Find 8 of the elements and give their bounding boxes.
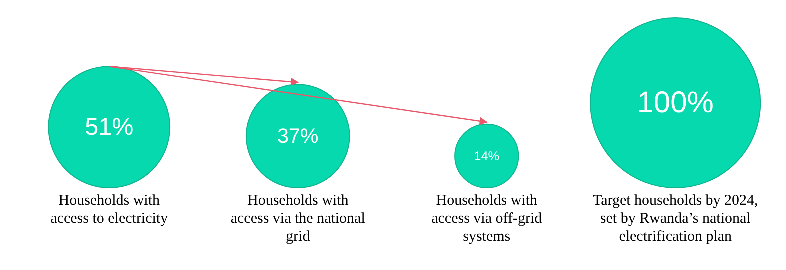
category-label: Households with access to electricity [50, 193, 169, 227]
category-label: Target households by 2024, set by Rwanda’s national electrification plan [592, 193, 758, 245]
category-label: Households with access via the national grid [230, 193, 366, 245]
data-label: 14% [474, 148, 500, 164]
data-label: 37% [277, 124, 319, 148]
data-label: 100% [637, 86, 714, 120]
data-label: 51% [85, 114, 134, 141]
category-label: Households with access via off-grid systems [432, 193, 543, 245]
